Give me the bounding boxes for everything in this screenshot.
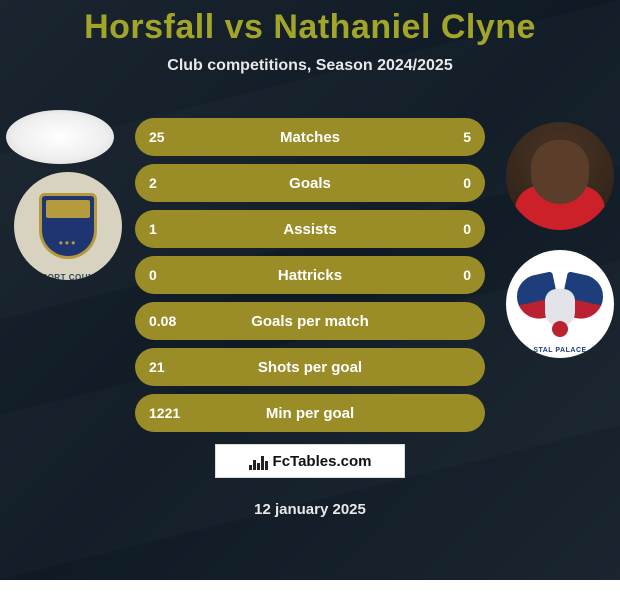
stat-left-value: 0.08 bbox=[135, 313, 215, 329]
stat-left-value: 0 bbox=[135, 267, 215, 283]
stat-label: Assists bbox=[215, 221, 405, 238]
stat-left-value: 2 bbox=[135, 175, 215, 191]
content-root: Horsfall vs Nathaniel Clyne Club competi… bbox=[0, 0, 620, 580]
stat-label: Matches bbox=[215, 129, 405, 146]
stat-label: Goals bbox=[215, 175, 405, 192]
stat-left-value: 1 bbox=[135, 221, 215, 237]
stat-row: 1 Assists 0 bbox=[135, 210, 485, 248]
stat-label: Min per goal bbox=[215, 405, 405, 422]
bar-chart-icon bbox=[249, 452, 267, 470]
stat-left-value: 21 bbox=[135, 359, 215, 375]
stat-left-value: 1221 bbox=[135, 405, 215, 421]
stats-list: 25 Matches 5 2 Goals 0 1 Assists 0 0 Hat… bbox=[0, 118, 620, 440]
stat-label: Hattricks bbox=[215, 267, 405, 284]
stat-right-value: 0 bbox=[405, 267, 485, 283]
stat-label: Shots per goal bbox=[215, 359, 405, 376]
footer-date: 12 january 2025 bbox=[0, 501, 620, 518]
watermark-text: FcTables.com bbox=[273, 453, 372, 470]
stat-right-value: 0 bbox=[405, 175, 485, 191]
stat-right-value: 0 bbox=[405, 221, 485, 237]
stat-row: 25 Matches 5 bbox=[135, 118, 485, 156]
page-title: Horsfall vs Nathaniel Clyne bbox=[0, 0, 620, 47]
stat-row: 1221 Min per goal bbox=[135, 394, 485, 432]
page-subtitle: Club competitions, Season 2024/2025 bbox=[0, 57, 620, 75]
stat-row: 2 Goals 0 bbox=[135, 164, 485, 202]
stat-right-value: 5 bbox=[405, 129, 485, 145]
stat-row: 0 Hattricks 0 bbox=[135, 256, 485, 294]
stat-left-value: 25 bbox=[135, 129, 215, 145]
stat-row: 21 Shots per goal bbox=[135, 348, 485, 386]
watermark-box: FcTables.com bbox=[215, 444, 405, 478]
stat-label: Goals per match bbox=[215, 313, 405, 330]
stat-row: 0.08 Goals per match bbox=[135, 302, 485, 340]
